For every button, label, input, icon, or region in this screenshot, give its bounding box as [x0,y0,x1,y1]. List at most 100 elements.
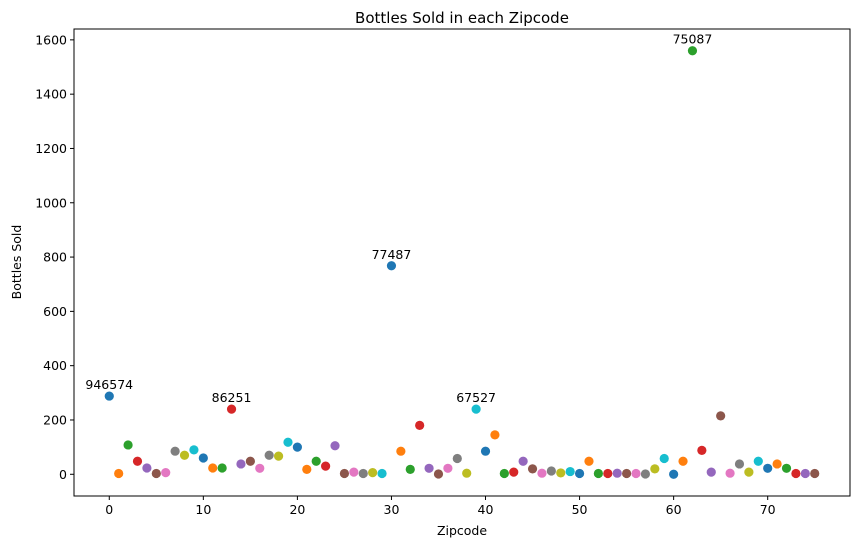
scatter-point [593,468,603,479]
scatter-point [104,391,114,401]
scatter-point [810,468,820,479]
scatter-point [358,468,368,479]
point-annotations: 946574 86251 77487 67527 75087 [85,32,712,405]
y-axis-label: Bottles Sold [9,225,24,300]
scatter-point [772,459,782,469]
scatter-point [763,463,773,473]
scatter-point [725,468,735,478]
scatter-point [433,469,444,479]
x-tick-label: 50 [572,502,588,517]
scatter-point [622,468,632,479]
scatter-point [697,445,707,455]
y-tick-label: 0 [59,467,67,482]
scatter-point [462,468,472,478]
plot-frame [73,28,851,497]
y-tick-label: 1600 [35,32,67,47]
scatter-point [273,451,284,461]
data-points [104,46,820,479]
y-tick-label: 600 [43,304,67,319]
scatter-point [687,46,698,56]
scatter-point [386,261,397,271]
scatter-point [659,453,669,464]
scatter-point [631,468,641,479]
scatter-point [236,459,246,469]
scatter-point [170,446,180,456]
scatter-point [245,456,255,466]
scatter-point [311,456,321,466]
scatter-point [518,456,528,466]
scatter-point [443,463,453,473]
x-tick-label: 10 [195,502,211,517]
point-annotation: 77487 [372,247,412,262]
x-tick-label: 0 [105,502,113,517]
scatter-point [302,464,312,474]
scatter-point [349,467,359,477]
scatter-point [716,411,726,421]
point-annotation: 946574 [85,377,133,392]
scatter-point [565,466,575,477]
x-tick-label: 70 [760,502,776,517]
scatter-point [753,456,763,466]
scatter-point [114,468,124,479]
scatter-point [226,404,237,414]
scatter-point [283,437,293,447]
scatter-point [292,442,302,452]
scatter-point [452,453,462,464]
scatter-point [537,468,547,478]
scatter-point [800,468,810,479]
scatter-point [151,468,161,479]
scatter-point [377,468,387,479]
x-tick-label: 60 [666,502,682,517]
y-tick-label: 200 [43,412,67,427]
y-tick-label: 1200 [35,141,67,156]
scatter-point [255,463,265,473]
scatter-point [142,463,152,473]
chart-title: Bottles Sold in each Zipcode [355,9,569,27]
x-axis-label: Zipcode [437,523,487,538]
scatter-point [330,441,340,451]
point-annotation: 86251 [212,390,252,405]
y-tick-label: 400 [43,358,67,373]
y-tick-label: 1400 [35,87,67,102]
scatter-point [574,468,585,479]
scatter-point [499,468,509,479]
scatter-point [198,453,208,463]
scatter-point [368,468,378,478]
scatter-point [415,420,425,431]
scatter-point [781,463,792,473]
scatter-point [480,446,491,456]
x-tick-label: 40 [478,502,494,517]
scatter-point [179,450,190,460]
point-annotation: 75087 [673,32,713,47]
y-tick-label: 800 [43,250,67,265]
x-tick-label: 30 [384,502,400,517]
scatter-point [744,467,754,477]
scatter-point [650,464,660,474]
scatter-point [640,469,651,479]
scatter-point [669,469,679,479]
scatter-point [556,468,566,478]
scatter-point [584,456,594,466]
scatter-point [189,445,199,455]
scatter-point [339,468,350,479]
scatter-point [490,430,500,440]
scatter-point [734,459,745,469]
scatter-point [603,468,613,479]
scatter-point [612,468,622,478]
scatter-point [546,466,556,476]
scatter-point [509,467,519,477]
scatter-point [321,461,331,471]
scatter-point [471,404,481,414]
y-axis: 0 200 400 600 800 1000 1200 1400 1600 [35,32,74,482]
x-axis: 0 10 20 30 40 50 60 70 [105,496,776,517]
scatter-point [264,450,274,460]
scatter-point [123,440,133,450]
scatter-point [405,464,415,474]
scatter-point [527,464,538,474]
scatter-point [208,463,218,473]
y-tick-label: 1000 [35,195,67,210]
scatter-point [161,468,171,478]
scatter-point [678,456,688,466]
scatter-point [396,446,406,456]
